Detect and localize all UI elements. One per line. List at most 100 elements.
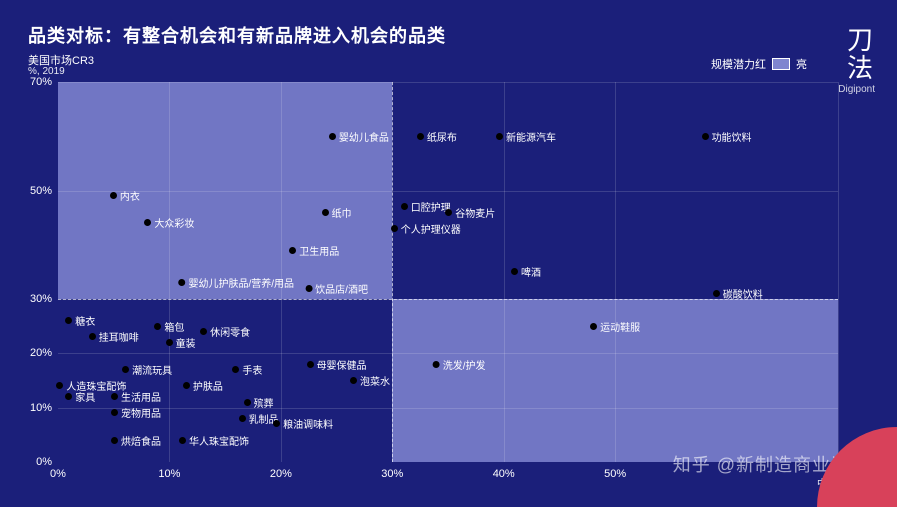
data-point-label: 粮油调味料 — [283, 416, 333, 431]
y-tick-label: 0% — [36, 456, 52, 468]
data-point: 华人珠宝配饰 — [179, 431, 249, 449]
data-point: 运动鞋服 — [590, 317, 640, 335]
data-point: 纸尿布 — [417, 127, 457, 145]
dot-icon — [511, 268, 518, 275]
data-point: 婴幼儿食品 — [329, 127, 389, 145]
y-tick-label: 70% — [30, 76, 52, 88]
dot-icon — [305, 285, 312, 292]
dot-icon — [496, 133, 503, 140]
legend-label-right: 亮 — [796, 56, 807, 72]
chart-page: 品类对标：有整合机会和有新品牌进入机会的品类 刀 法 Digipont 规模潜力… — [0, 0, 897, 507]
dot-icon — [56, 382, 63, 389]
data-point: 泡菜水 — [350, 372, 390, 390]
brand-block: 刀 法 Digipont — [838, 26, 875, 95]
x-tick-label: 20% — [270, 468, 292, 480]
y-tick-label: 50% — [30, 185, 52, 197]
data-point-label: 挂耳咖啡 — [99, 329, 139, 344]
data-point: 口腔护理 — [401, 198, 451, 216]
data-point: 新能源汽车 — [496, 127, 556, 145]
data-point: 烘焙食品 — [111, 431, 161, 449]
data-point: 糖衣 — [65, 312, 95, 330]
dot-icon — [417, 133, 424, 140]
dot-icon — [289, 247, 296, 254]
data-point-label: 啤酒 — [521, 264, 541, 279]
data-point-label: 婴幼儿护肤品/营养/用品 — [189, 275, 295, 290]
data-point: 碳酸饮料 — [713, 285, 763, 303]
data-point: 内衣 — [110, 187, 140, 205]
dot-icon — [179, 437, 186, 444]
data-point: 卫生用品 — [289, 241, 339, 259]
data-point: 护肤品 — [183, 377, 223, 395]
x-tick-label: 30% — [381, 468, 403, 480]
legend-label-left: 规模潜力红 — [711, 56, 766, 72]
data-point: 饮品店/酒吧 — [305, 279, 368, 297]
dot-icon — [232, 366, 239, 373]
dot-icon — [111, 437, 118, 444]
data-point: 家具 — [65, 388, 95, 406]
legend: 规模潜力红 亮 — [711, 56, 807, 72]
data-point-label: 烘焙食品 — [121, 433, 161, 448]
data-point: 功能饮料 — [702, 127, 752, 145]
y-tick-label: 20% — [30, 347, 52, 359]
data-point-label: 家具 — [75, 389, 95, 404]
data-point-label: 糖衣 — [75, 313, 95, 328]
data-point-label: 母婴保健品 — [317, 357, 367, 372]
dot-icon — [154, 323, 161, 330]
x-tick-label: 10% — [158, 468, 180, 480]
data-point: 个人护理仪器 — [391, 220, 461, 238]
dot-icon — [329, 133, 336, 140]
data-point-label: 谷物麦片 — [455, 205, 495, 220]
data-point-label: 内衣 — [120, 188, 140, 203]
data-point: 啤酒 — [511, 263, 541, 281]
dot-icon — [590, 323, 597, 330]
data-point: 挂耳咖啡 — [89, 328, 139, 346]
data-point: 婴幼儿护肤品/营养/用品 — [179, 274, 295, 292]
data-point-label: 卫生用品 — [299, 243, 339, 258]
dot-icon — [350, 377, 357, 384]
dot-icon — [273, 420, 280, 427]
data-point-label: 宠物用品 — [121, 405, 161, 420]
brand-en: Digipont — [838, 84, 875, 95]
data-point-label: 饮品店/酒吧 — [315, 281, 368, 296]
dot-icon — [702, 133, 709, 140]
data-point-label: 箱包 — [164, 319, 184, 334]
split-line-v — [392, 82, 393, 462]
data-point-label: 泡菜水 — [360, 373, 390, 388]
data-point-label: 碳酸饮料 — [723, 286, 763, 301]
data-point: 潮流玩具 — [122, 361, 172, 379]
data-point: 纸巾 — [322, 203, 352, 221]
dot-icon — [111, 393, 118, 400]
y-tick-label: 10% — [30, 402, 52, 414]
dot-icon — [244, 399, 251, 406]
dot-icon — [239, 415, 246, 422]
dot-icon — [65, 317, 72, 324]
dot-icon — [89, 333, 96, 340]
dot-icon — [445, 209, 452, 216]
data-point-label: 婴幼儿食品 — [339, 129, 389, 144]
data-point: 休闲零食 — [200, 323, 250, 341]
dot-icon — [391, 225, 398, 232]
data-point-label: 手表 — [242, 362, 262, 377]
brand-cn-1: 刀 — [838, 26, 875, 54]
data-point-label: 潮流玩具 — [132, 362, 172, 377]
data-point-label: 新能源汽车 — [506, 129, 556, 144]
dot-icon — [110, 192, 117, 199]
scatter-plot: 0%10%20%30%50%70%0%10%20%30%40%50%70%内衣大… — [58, 82, 838, 462]
y-tick-label: 30% — [30, 293, 52, 305]
dot-icon — [65, 393, 72, 400]
dot-icon — [200, 328, 207, 335]
data-point: 生活用品 — [111, 388, 161, 406]
dot-icon — [111, 409, 118, 416]
legend-swatch — [772, 58, 790, 70]
gridline-h — [58, 353, 838, 354]
gridline-v — [281, 82, 282, 462]
brand-cn-2: 法 — [838, 54, 875, 82]
data-point: 粮油调味料 — [273, 415, 333, 433]
gridline-h — [58, 191, 838, 192]
dot-icon — [183, 382, 190, 389]
dot-icon — [144, 219, 151, 226]
page-title: 品类对标：有整合机会和有新品牌进入机会的品类 — [28, 22, 446, 48]
data-point-label: 个人护理仪器 — [401, 221, 461, 236]
dot-icon — [307, 361, 314, 368]
gridline-v — [169, 82, 170, 462]
